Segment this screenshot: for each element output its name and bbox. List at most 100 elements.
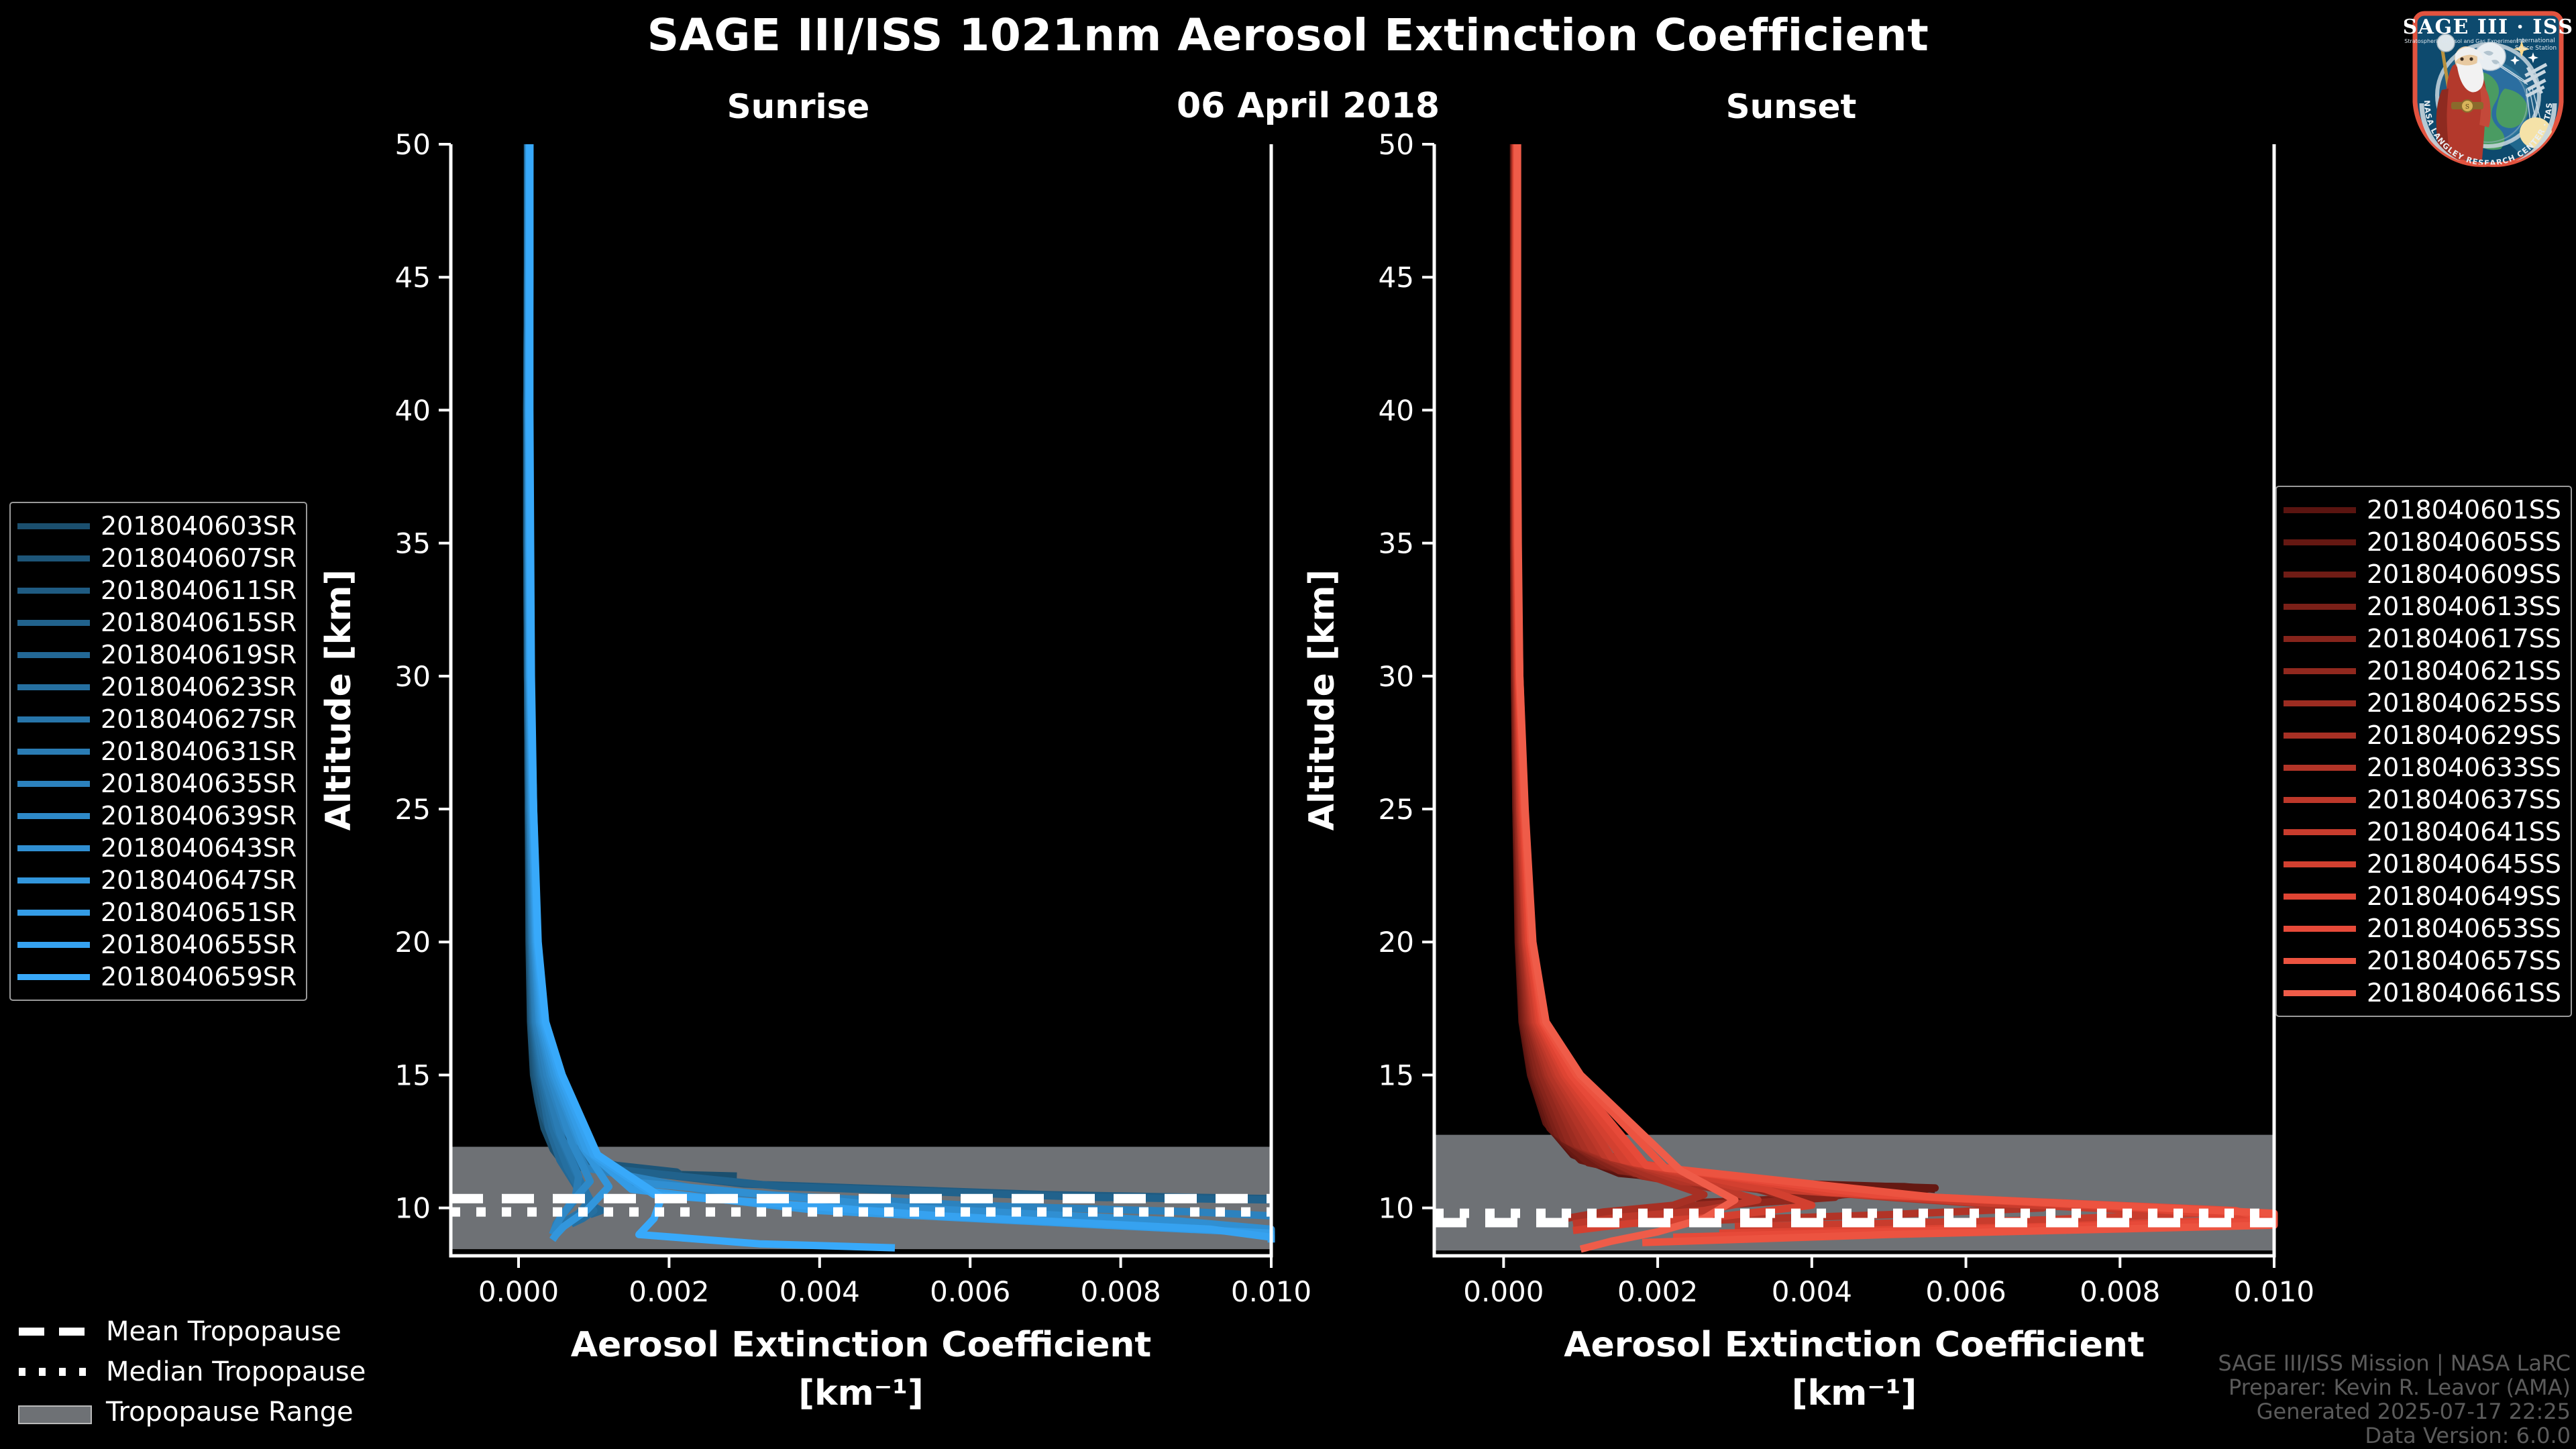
credits-line-preparer: Preparer: Kevin R. Leavor (AMA) xyxy=(2228,1375,2571,1400)
legend-item: 2018040607SR xyxy=(17,542,297,574)
legend-event-label: 2018040607SR xyxy=(101,543,297,573)
y-tick-label: 40 xyxy=(395,394,431,427)
y-tick-label: 20 xyxy=(1379,926,1414,959)
legend-color-swatch xyxy=(17,716,90,722)
series-line xyxy=(1512,144,2201,1230)
legend-color-swatch xyxy=(17,780,90,787)
legend-color-swatch xyxy=(17,555,90,561)
x-axis-units: [km⁻¹] xyxy=(798,1373,924,1413)
x-tick-label: 0.008 xyxy=(2080,1275,2160,1308)
x-tick-label: 0.004 xyxy=(1772,1275,1852,1308)
y-tick-label: 30 xyxy=(1379,660,1414,693)
credits-line-mission: SAGE III/ISS Mission | NASA LaRC xyxy=(2218,1350,2571,1376)
legend-event-label: 2018040653SS xyxy=(2366,914,2561,943)
y-tick-label: 15 xyxy=(1379,1059,1414,1091)
legend-event-label: 2018040649SS xyxy=(2366,881,2561,911)
legend-color-swatch xyxy=(2283,700,2356,706)
legend-item: 2018040635SR xyxy=(17,767,297,800)
sunrise-panel-label: Sunrise xyxy=(727,87,870,126)
legend-event-label: 2018040645SS xyxy=(2366,849,2561,879)
series-line xyxy=(525,144,1275,1239)
y-tick-label: 10 xyxy=(395,1192,431,1225)
y-tick-label: 40 xyxy=(1379,394,1414,427)
legend-item: 2018040621SS xyxy=(2283,655,2561,687)
legend-event-label: 2018040633SS xyxy=(2366,753,2561,782)
logo-subtitle-right-1: International xyxy=(2516,38,2555,44)
legend-color-swatch xyxy=(2283,861,2356,867)
axis-frame xyxy=(449,144,1273,1258)
legend-event-label: 2018040619SR xyxy=(101,640,297,669)
legend-item: 2018040631SR xyxy=(17,735,297,767)
legend-event-label: 2018040641SS xyxy=(2366,817,2561,847)
legend-event-label: 2018040609SS xyxy=(2366,559,2561,589)
x-tick-label: 0.008 xyxy=(1080,1275,1161,1308)
legend-item: 2018040617SS xyxy=(2283,623,2561,655)
legend-item: 2018040629SS xyxy=(2283,719,2561,751)
series-line xyxy=(1513,144,2278,1241)
legend-color-swatch xyxy=(2283,539,2356,545)
legend-item: 2018040611SR xyxy=(17,574,297,606)
legend-item: 2018040605SS xyxy=(2283,526,2561,558)
legend-item: 2018040647SR xyxy=(17,864,297,896)
legend-color-swatch xyxy=(17,845,90,851)
legend-color-swatch xyxy=(2283,603,2356,610)
legend-color-swatch xyxy=(17,684,90,690)
sunset-legend: 2018040601SS 2018040605SS 2018040609SS 2018… xyxy=(2275,486,2572,1017)
dotted-line-key xyxy=(17,1364,93,1379)
legend-color-swatch xyxy=(17,523,90,529)
legend-row-mean-tropopause: Mean Tropopause xyxy=(17,1311,366,1352)
legend-item: 2018040623SR xyxy=(17,671,297,703)
logo-title: SAGE III · ISS xyxy=(2404,15,2572,39)
legend-event-label: 2018040615SR xyxy=(101,608,297,637)
legend-row-median-tropopause: Median Tropopause xyxy=(17,1352,366,1392)
legend-item: 2018040649SS xyxy=(2283,880,2561,912)
legend-event-label: 2018040621SS xyxy=(2366,656,2561,686)
legend-color-swatch xyxy=(17,651,90,658)
legend-event-label: 2018040601SS xyxy=(2366,495,2561,525)
legend-color-swatch xyxy=(17,748,90,755)
legend-event-label: 2018040611SR xyxy=(101,576,297,605)
figure-title: SAGE III/ISS 1021nm Aerosol Extinction C… xyxy=(647,9,1929,61)
legend-event-label: 2018040659SR xyxy=(101,962,297,991)
legend-color-swatch xyxy=(2283,796,2356,803)
series-line xyxy=(1513,144,2278,1237)
legend-color-swatch xyxy=(2283,828,2356,835)
legend-event-label: 2018040623SR xyxy=(101,672,297,702)
legend-color-swatch xyxy=(17,877,90,883)
legend-event-label: 2018040617SS xyxy=(2366,624,2561,653)
legend-event-label: 2018040627SR xyxy=(101,704,297,734)
legend-color-swatch xyxy=(2283,925,2356,932)
legend-event-label: 2018040605SS xyxy=(2366,527,2561,557)
series-line xyxy=(526,144,896,1252)
axis-frame xyxy=(1432,144,2276,1258)
legend-item: 2018040651SR xyxy=(17,896,297,928)
series-line xyxy=(523,144,683,1178)
legend-label-tropopause-range: Tropopause Range xyxy=(106,1397,354,1428)
legend-item: 2018040601SS xyxy=(2283,494,2561,526)
legend-item: 2018040615SR xyxy=(17,606,297,639)
legend-item: 2018040657SS xyxy=(2283,945,2561,977)
legend-event-label: 2018040647SR xyxy=(101,865,297,895)
x-tick-label: 0.000 xyxy=(478,1275,559,1308)
x-tick-label: 0.002 xyxy=(629,1275,709,1308)
legend-event-label: 2018040631SR xyxy=(101,737,297,766)
legend-row-tropopause-range: Tropopause Range xyxy=(17,1392,366,1432)
panel-sunrise: 10 15 20 25 30 35 40 45 50 0.000 0.002 0.004 0.006 0.… xyxy=(319,128,1311,1413)
legend-event-label: 2018040661SS xyxy=(2366,978,2561,1008)
legend-color-swatch xyxy=(2283,957,2356,964)
sage-iii-iss-mission-patch-logo: S BALL · NASA LANGLEY RESEARCH CENTER · … xyxy=(2404,11,2572,167)
legend-color-swatch xyxy=(17,941,90,948)
legend-item: 2018040653SS xyxy=(2283,912,2561,945)
legend-color-swatch xyxy=(17,909,90,916)
y-tick-label: 15 xyxy=(395,1059,431,1091)
logo-subtitle-left: Stratospheric Aerosol and Gas Experiment… xyxy=(2404,38,2524,44)
legend-event-label: 2018040639SR xyxy=(101,801,297,830)
legend-color-swatch xyxy=(2283,571,2356,578)
y-tick-label: 45 xyxy=(395,261,431,294)
legend-item: 2018040603SR xyxy=(17,510,297,542)
series-line xyxy=(1513,144,2278,1246)
series-line xyxy=(1511,144,2047,1225)
legend-color-swatch xyxy=(17,619,90,626)
legend-item: 2018040619SR xyxy=(17,639,297,671)
